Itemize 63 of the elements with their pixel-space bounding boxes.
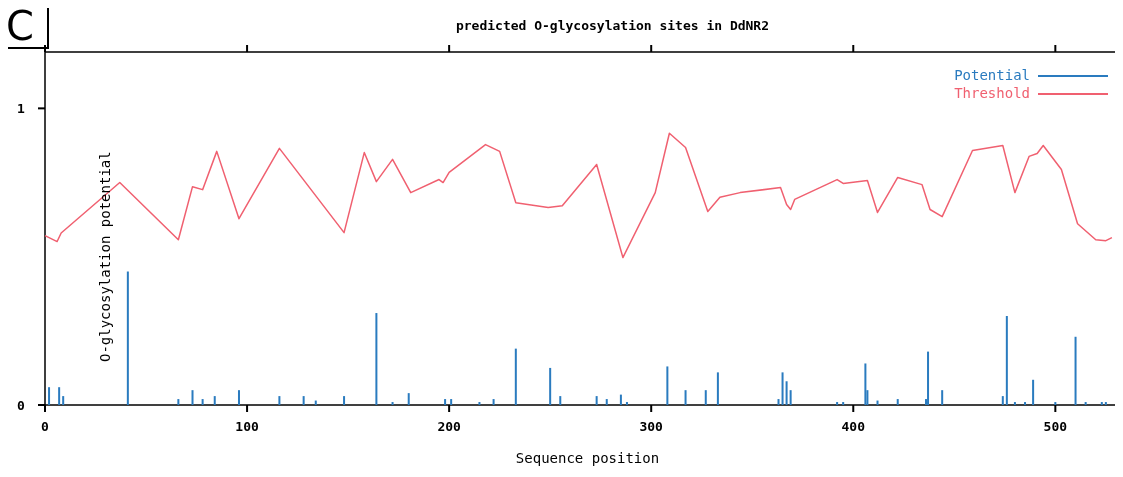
bar bbox=[789, 390, 792, 405]
bar bbox=[492, 399, 495, 405]
bar bbox=[1001, 396, 1004, 405]
bar bbox=[62, 396, 65, 405]
bar bbox=[836, 402, 839, 405]
legend-label: Potential bbox=[954, 67, 1030, 83]
bar bbox=[704, 390, 707, 405]
bar bbox=[605, 399, 608, 405]
bar bbox=[191, 390, 194, 405]
bar bbox=[278, 396, 281, 405]
bar bbox=[941, 390, 944, 405]
bar bbox=[842, 402, 845, 405]
bar bbox=[444, 399, 447, 405]
x-axis-title: Sequence position bbox=[515, 450, 660, 466]
bar bbox=[1054, 402, 1057, 405]
bar bbox=[177, 399, 180, 405]
bar bbox=[781, 372, 784, 405]
bar bbox=[1032, 379, 1035, 405]
bar bbox=[716, 372, 719, 405]
bar bbox=[237, 390, 240, 405]
bar bbox=[302, 396, 305, 405]
bar bbox=[1084, 402, 1087, 405]
bar bbox=[595, 396, 598, 405]
legend-label: Threshold bbox=[954, 85, 1030, 101]
bar bbox=[450, 399, 453, 405]
x-tick-label: 100 bbox=[235, 419, 259, 434]
bar bbox=[1013, 402, 1016, 405]
bar bbox=[666, 366, 669, 405]
bar bbox=[375, 313, 378, 405]
bar bbox=[514, 348, 517, 405]
bar bbox=[1104, 402, 1107, 405]
bar bbox=[1074, 336, 1077, 405]
x-tick-label: 0 bbox=[41, 419, 50, 434]
bar bbox=[58, 387, 61, 405]
bar bbox=[126, 271, 129, 405]
bar bbox=[896, 399, 899, 405]
bar bbox=[625, 402, 628, 405]
bar bbox=[391, 402, 394, 405]
bar bbox=[549, 367, 552, 405]
bar bbox=[1100, 402, 1103, 405]
bar bbox=[927, 351, 930, 405]
x-tick-label: 200 bbox=[437, 419, 462, 434]
bar bbox=[785, 381, 788, 405]
y-tick-label: 1 bbox=[17, 101, 26, 117]
bar bbox=[864, 363, 867, 405]
y-axis-title: O-glycosylation potential bbox=[97, 151, 113, 363]
bar bbox=[619, 394, 622, 405]
bar bbox=[213, 396, 216, 405]
bar bbox=[684, 390, 687, 405]
bar bbox=[478, 402, 481, 405]
bar bbox=[1024, 402, 1027, 405]
x-tick-label: 500 bbox=[1043, 419, 1068, 434]
bar bbox=[559, 396, 562, 405]
text: C bbox=[6, 3, 34, 49]
bar bbox=[343, 396, 346, 405]
bar bbox=[777, 399, 780, 405]
chart-title: predicted O-glycosylation sites in DdNR2 bbox=[455, 18, 770, 33]
bar bbox=[1005, 316, 1008, 405]
bar bbox=[407, 393, 410, 405]
x-tick-label: 400 bbox=[841, 419, 866, 434]
bar bbox=[201, 399, 204, 405]
bar bbox=[48, 387, 51, 405]
x-tick-label: 300 bbox=[639, 419, 664, 434]
